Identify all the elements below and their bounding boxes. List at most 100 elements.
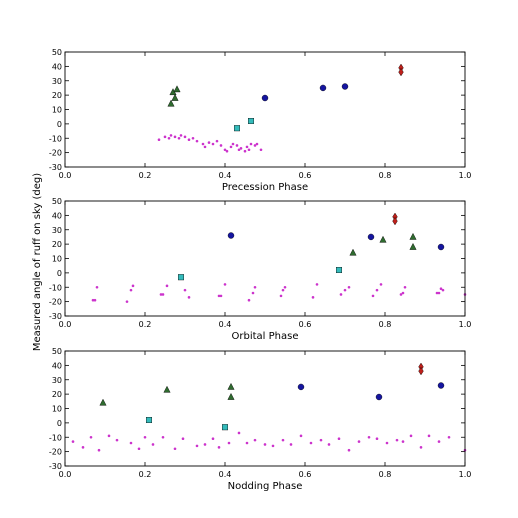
data-point-circle — [375, 393, 383, 401]
data-point-small — [403, 285, 407, 289]
data-point-small — [129, 288, 133, 292]
data-point-square — [233, 125, 240, 132]
data-point-small — [231, 142, 235, 146]
data-point-small — [173, 135, 177, 139]
x-tick-label: 0.4 — [219, 470, 232, 479]
x-tick-label: 0.6 — [299, 171, 312, 180]
y-tick-label: 10 — [52, 255, 62, 264]
data-point-small — [315, 283, 319, 286]
data-point-square — [177, 274, 184, 281]
data-point-small — [439, 287, 443, 290]
data-point-square — [221, 424, 228, 431]
data-point-triangle — [409, 232, 417, 240]
x-tick-label: 0.0 — [59, 470, 72, 479]
data-point-small — [225, 149, 229, 153]
data-point-small — [427, 434, 431, 438]
y-tick-label: -20 — [49, 448, 62, 457]
data-point-small — [437, 291, 441, 295]
data-point-small — [179, 134, 183, 137]
data-point-small — [167, 136, 171, 140]
data-point-triangle — [171, 93, 179, 101]
data-point-small — [237, 148, 241, 152]
x-tick-label: 0.0 — [59, 171, 72, 180]
data-point-small — [81, 446, 85, 449]
data-point-small — [247, 298, 251, 302]
y-tick-label: 0 — [57, 269, 62, 278]
data-point-small — [289, 443, 293, 446]
x-tick-label: 0.8 — [379, 320, 392, 329]
data-point-small — [271, 444, 275, 448]
data-point-small — [93, 298, 97, 302]
data-point-small — [211, 437, 215, 440]
data-point-small — [183, 288, 187, 292]
data-point-small — [401, 291, 405, 295]
data-point-small — [245, 441, 249, 445]
data-point-triangle — [379, 235, 387, 243]
x-tick-label: 1.0 — [459, 470, 472, 479]
data-point-small — [399, 293, 403, 296]
data-point-circle — [341, 83, 349, 90]
data-point-diamond — [392, 216, 398, 226]
data-point-small — [251, 291, 255, 295]
data-point-small — [347, 448, 351, 452]
data-point-diamond — [398, 67, 404, 77]
x-axis-label: Precession Phase — [222, 182, 308, 193]
data-point-circle — [261, 94, 269, 102]
panel-3: -30 -20 -10 0 10 20 30 40 50 0.0 0.2 0.4 0.6 0.8 1.0 No… — [49, 347, 471, 492]
x-tick-label: 0.6 — [299, 470, 312, 479]
data-point-small — [195, 139, 199, 143]
data-point-small — [245, 145, 249, 149]
y-tick-label: 0 — [57, 419, 62, 428]
y-tick-label: -20 — [49, 149, 62, 158]
data-point-small — [183, 135, 187, 139]
data-point-triangle — [99, 398, 107, 406]
data-point-circle — [437, 382, 445, 389]
data-point-small — [279, 294, 283, 298]
data-point-small — [195, 444, 199, 448]
data-point-small — [215, 139, 219, 143]
data-point-small — [357, 440, 361, 443]
data-point-small — [159, 293, 163, 296]
data-point-small — [169, 134, 173, 137]
x-axis-label: Nodding Phase — [228, 481, 303, 492]
data-point-small — [339, 293, 343, 296]
data-point-small — [163, 135, 167, 139]
x-tick-label: 0.8 — [379, 470, 392, 479]
plot-frame — [64, 51, 466, 168]
data-point-small — [385, 441, 389, 445]
x-tick-label: 1.0 — [459, 320, 472, 329]
data-point-square — [336, 267, 343, 274]
x-tick-label: 0.2 — [139, 171, 152, 180]
data-point-small — [203, 443, 207, 446]
panel-2: -30 -20 -10 0 10 20 30 40 50 0.0 0.2 0.4 0.6 0.8 1.0 Or… — [49, 197, 471, 342]
data-point-small — [319, 438, 323, 442]
panel-1: -30 -20 -10 0 10 20 30 40 50 0.0 0.2 0.4 0.6 0.8 1.0 Pr… — [49, 48, 471, 193]
y-tick-label: 50 — [52, 347, 62, 356]
x-tick-label: 0.8 — [379, 171, 392, 180]
data-point-triangle — [173, 85, 181, 93]
data-point-small — [239, 147, 243, 150]
data-point-circle — [367, 233, 375, 241]
data-point-small — [309, 441, 313, 445]
data-point-small — [437, 440, 441, 443]
data-point-small — [223, 148, 227, 152]
data-point-small — [227, 441, 231, 445]
data-point-small — [375, 288, 379, 292]
data-point-small — [187, 138, 191, 141]
y-tick-label: 40 — [52, 361, 62, 370]
data-point-small — [173, 447, 177, 451]
data-point-small — [237, 431, 241, 435]
data-point-small — [419, 446, 423, 449]
data-point-small — [91, 298, 95, 302]
data-point-small — [253, 285, 257, 289]
data-point-small — [375, 437, 379, 440]
data-point-small — [223, 283, 227, 286]
data-point-small — [129, 441, 133, 445]
data-point-small — [263, 443, 267, 446]
data-point-small — [371, 294, 375, 298]
data-point-small — [409, 434, 413, 438]
y-tick-label: 50 — [52, 197, 62, 206]
data-point-small — [337, 437, 341, 440]
data-point-small — [161, 293, 165, 296]
data-point-small — [441, 288, 445, 292]
